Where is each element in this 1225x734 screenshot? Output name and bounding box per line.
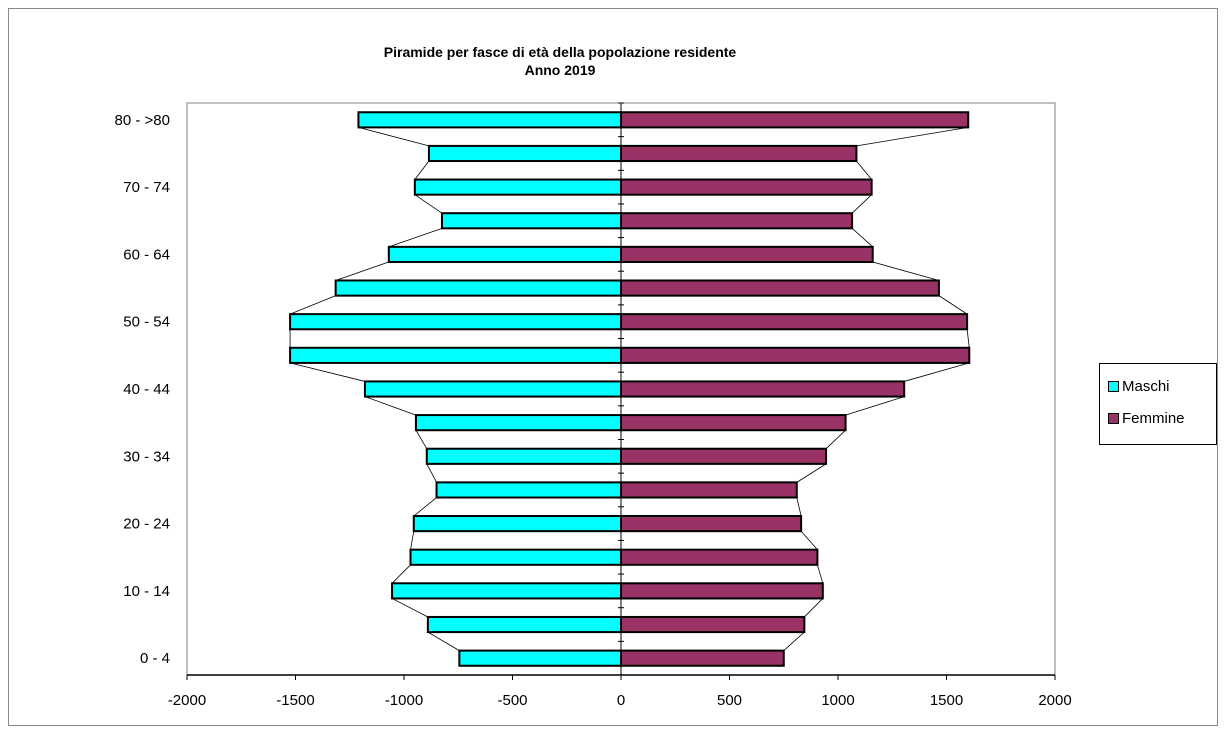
bar-maschi bbox=[289, 313, 622, 331]
chart-title: Piramide per fasce di età della popolazi… bbox=[383, 44, 737, 60]
series-line-femmine bbox=[851, 228, 873, 248]
y-tick-label: 0 - 4 bbox=[140, 650, 170, 667]
x-tick-label: 1500 bbox=[930, 692, 963, 709]
bar-maschi bbox=[440, 212, 622, 230]
series-line-femmine bbox=[966, 329, 970, 348]
x-tick-label: -1000 bbox=[385, 692, 423, 709]
y-tick-label: 80 - >80 bbox=[115, 112, 170, 129]
bar-femmine bbox=[620, 313, 969, 331]
series-line-femmine bbox=[856, 160, 872, 180]
series-line-maschi bbox=[364, 396, 417, 416]
bar-femmine bbox=[620, 515, 803, 533]
bar-maschi bbox=[363, 380, 622, 398]
x-tick-label: 1000 bbox=[821, 692, 854, 709]
series-line-femmine bbox=[796, 497, 802, 517]
series-line-maschi bbox=[427, 631, 460, 651]
legend-swatch-femmine bbox=[1108, 412, 1119, 424]
series-line-femmine bbox=[825, 429, 846, 450]
bar-femmine bbox=[620, 649, 785, 667]
bar-maschi bbox=[387, 245, 622, 263]
chart-subtitle: Anno 2019 bbox=[524, 62, 596, 78]
legend-item-maschi: Maschi bbox=[1108, 376, 1170, 396]
series-line-maschi bbox=[426, 463, 437, 483]
legend-label-femmine: Femmine bbox=[1122, 409, 1185, 427]
series-line-femmine bbox=[783, 631, 805, 651]
bar-femmine bbox=[620, 279, 940, 297]
series-line-maschi bbox=[358, 127, 430, 147]
series-line-maschi bbox=[289, 295, 336, 315]
bar-maschi bbox=[427, 144, 622, 163]
bar-maschi bbox=[426, 615, 622, 634]
x-tick-label: -1500 bbox=[276, 692, 314, 709]
series-line-femmine bbox=[856, 126, 969, 147]
bar-maschi bbox=[425, 447, 622, 465]
series-line-maschi bbox=[415, 430, 428, 449]
series-line-maschi bbox=[335, 261, 389, 281]
bar-maschi bbox=[409, 548, 623, 566]
series-line-femmine bbox=[804, 598, 824, 618]
series-line-maschi bbox=[289, 362, 366, 382]
bar-maschi bbox=[413, 178, 622, 196]
series-line-maschi bbox=[391, 598, 429, 618]
bar-femmine bbox=[620, 582, 824, 600]
bar-maschi bbox=[412, 515, 623, 533]
series-line-maschi bbox=[414, 160, 430, 180]
x-tick-label: 2000 bbox=[1038, 692, 1071, 709]
y-tick-label: 50 - 54 bbox=[123, 314, 170, 331]
series-line-femmine bbox=[938, 295, 968, 315]
bar-maschi bbox=[357, 111, 622, 129]
series-line-femmine bbox=[800, 530, 818, 550]
series-line-maschi bbox=[413, 497, 437, 517]
y-tick-label: 70 - 74 bbox=[123, 179, 170, 196]
bar-femmine bbox=[620, 481, 798, 499]
bar-maschi bbox=[289, 346, 622, 364]
x-tick-label: 500 bbox=[717, 692, 742, 709]
y-tick-label: 30 - 34 bbox=[123, 448, 170, 465]
legend-swatch-maschi bbox=[1108, 380, 1119, 392]
bar-femmine bbox=[620, 144, 858, 163]
legend: Maschi Femmine bbox=[1099, 363, 1217, 445]
legend-label-maschi: Maschi bbox=[1122, 377, 1170, 395]
series-line-femmine bbox=[872, 261, 940, 281]
series-line-femmine bbox=[796, 463, 827, 483]
y-tick-label: 10 - 14 bbox=[123, 583, 170, 600]
bar-maschi bbox=[414, 414, 622, 432]
y-tick-label: 20 - 24 bbox=[123, 516, 170, 533]
bar-femmine bbox=[620, 447, 828, 465]
bar-maschi bbox=[391, 582, 622, 600]
y-tick-label: 40 - 44 bbox=[123, 381, 170, 398]
series-line-maschi bbox=[414, 194, 443, 214]
bar-femmine bbox=[620, 346, 971, 364]
bar-femmine bbox=[620, 380, 906, 398]
y-tick-label: 60 - 64 bbox=[123, 246, 170, 263]
series-line-femmine bbox=[851, 194, 872, 214]
bar-femmine bbox=[620, 178, 873, 196]
legend-item-femmine: Femmine bbox=[1108, 408, 1185, 428]
bar-maschi bbox=[435, 481, 622, 499]
series-line-femmine bbox=[904, 362, 970, 382]
bar-maschi bbox=[334, 279, 622, 297]
series-line-maschi bbox=[410, 531, 415, 550]
series-line-maschi bbox=[388, 227, 443, 248]
bar-maschi bbox=[458, 649, 622, 667]
bar-femmine bbox=[620, 245, 874, 263]
bar-femmine bbox=[620, 212, 854, 230]
bar-femmine bbox=[620, 414, 847, 432]
x-tick-label: -500 bbox=[497, 692, 527, 709]
x-tick-label: 0 bbox=[617, 692, 625, 709]
bar-femmine bbox=[620, 111, 970, 129]
series-line-femmine bbox=[845, 396, 905, 416]
x-tick-label: -2000 bbox=[168, 692, 206, 709]
series-line-femmine bbox=[817, 564, 824, 584]
bar-femmine bbox=[620, 548, 819, 566]
series-line-maschi bbox=[391, 564, 411, 584]
bar-femmine bbox=[620, 615, 806, 634]
